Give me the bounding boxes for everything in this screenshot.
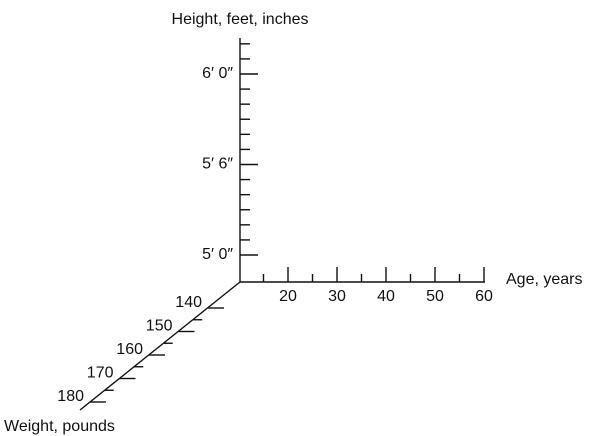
weight-axis-label: Weight, pounds (4, 418, 115, 435)
height-tick-label: 5′ 0″ (202, 246, 233, 263)
weight-tick-label: 160 (116, 341, 143, 358)
age-tick-label: 60 (475, 288, 493, 305)
height-axis-label: Height, feet, inches (172, 11, 309, 28)
age-tick-label: 40 (377, 288, 395, 305)
age-tick-label: 50 (426, 288, 444, 305)
weight-axis (79, 281, 241, 411)
age-tick-label: 30 (328, 288, 346, 305)
weight-tick-label: 170 (87, 365, 114, 382)
age-tick-label: 20 (279, 288, 297, 305)
height-tick-label: 6′ 0″ (202, 65, 233, 82)
weight-tick-label: 180 (57, 388, 84, 405)
age-axis-label: Age, years (506, 271, 582, 288)
weight-tick-label: 150 (146, 318, 173, 335)
height-tick-label: 5′ 6″ (202, 156, 233, 173)
weight-tick-label: 140 (175, 294, 202, 311)
